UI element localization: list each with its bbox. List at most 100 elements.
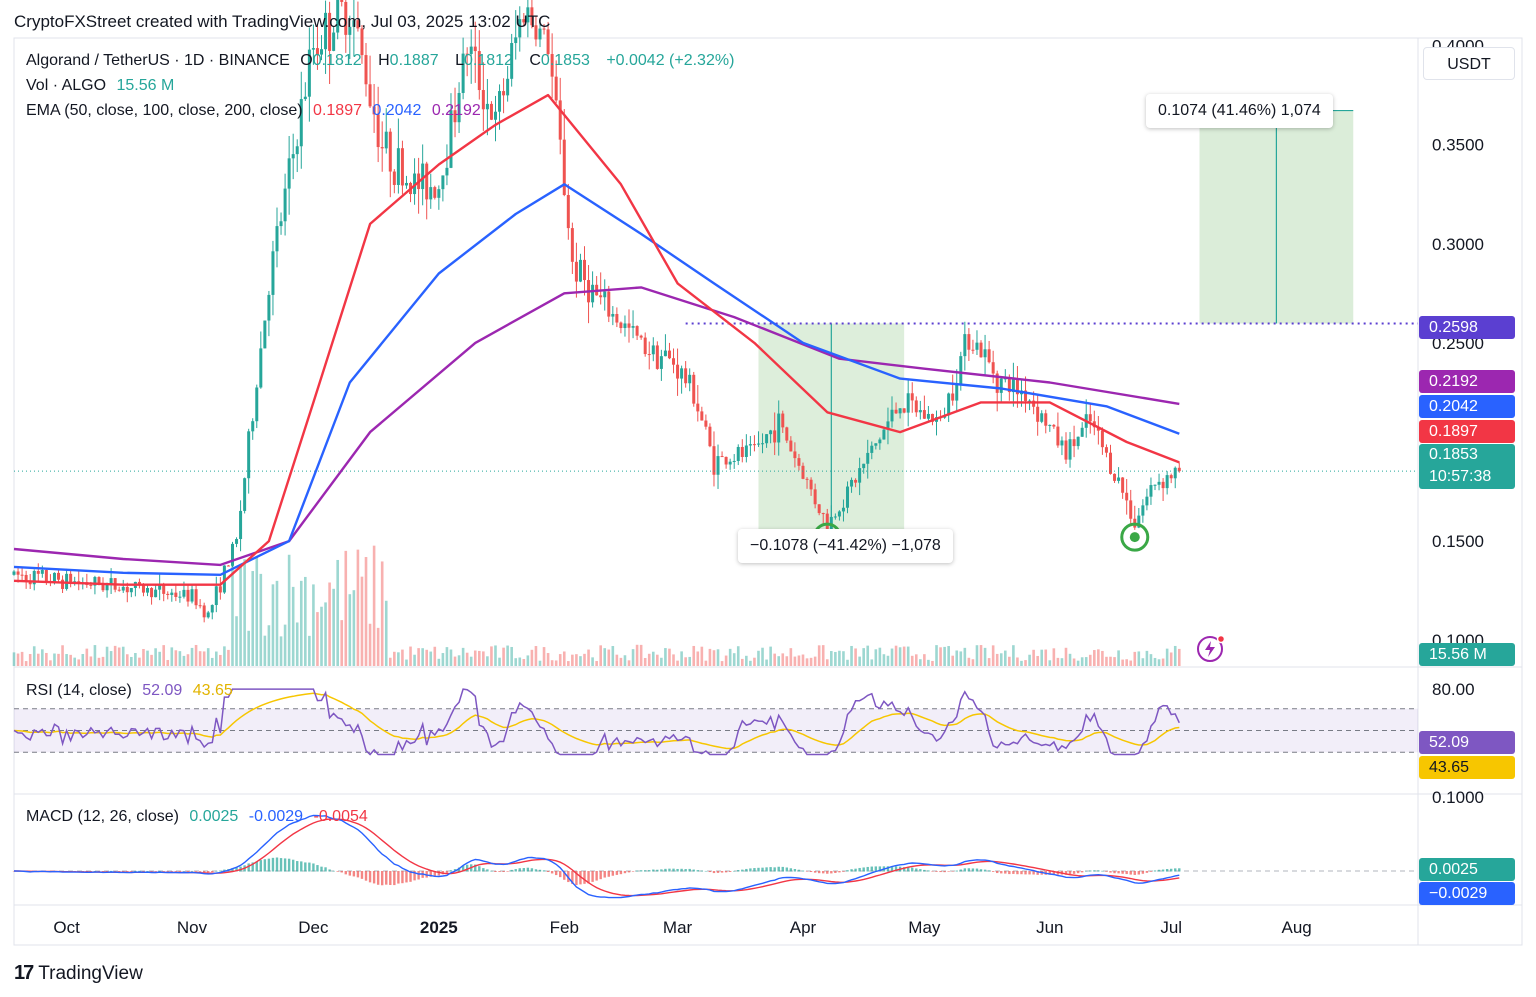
volume-bar — [142, 648, 145, 666]
candle-body — [356, 20, 360, 29]
volume-bar — [105, 646, 109, 666]
volume-bar — [1173, 645, 1177, 666]
macd-histogram-bar — [785, 867, 789, 872]
candle-body — [655, 345, 659, 369]
macd-histogram-bar — [591, 871, 594, 882]
volume-bar — [380, 561, 384, 666]
candle-body — [271, 251, 275, 295]
volume-bar — [757, 650, 760, 666]
candle-body — [453, 110, 457, 123]
candle-body — [854, 479, 858, 483]
volume-bar — [223, 646, 226, 666]
candle-body — [991, 362, 995, 374]
macd-histogram-bar — [975, 868, 979, 872]
measure-up-label[interactable]: 0.1074 (41.46%) 1,074 — [1146, 94, 1333, 128]
candle-body — [627, 323, 631, 328]
candle-body — [1032, 400, 1036, 407]
macd-histogram-bar — [247, 863, 250, 872]
volume-bar — [61, 645, 64, 666]
macd-histogram-bar — [599, 871, 602, 880]
macd-legend[interactable]: MACD (12, 26, close) 0.0025 -0.0029 -0.0… — [26, 808, 368, 826]
volume-bar — [1149, 654, 1153, 666]
volume-bar — [890, 648, 894, 666]
macd-histogram-bar — [979, 869, 983, 872]
candle-body — [1153, 484, 1157, 486]
measure-down-label[interactable]: −0.1078 (−41.42%) −1,078 — [738, 529, 953, 563]
volume-bar — [130, 656, 133, 666]
volume-bar — [914, 654, 918, 666]
volume-bar — [591, 657, 594, 666]
volume-bar — [716, 649, 720, 666]
candle-body — [283, 188, 287, 222]
macd-histogram-bar — [991, 871, 995, 872]
macd-histogram-bar — [267, 858, 271, 872]
candle-body — [93, 577, 97, 586]
volume-bar — [1105, 656, 1108, 666]
ema200-value: 0.2192 — [431, 102, 481, 119]
macd-histogram-bar — [393, 871, 396, 886]
candle-body — [902, 408, 906, 413]
volume-bar — [417, 648, 420, 666]
volume-bar — [1169, 652, 1173, 666]
ema50-line — [13, 93, 1180, 586]
rsi-legend[interactable]: RSI (14, close) 52.09 43.65 — [26, 682, 233, 700]
candle-body — [376, 114, 380, 148]
time-tick-label: Feb — [550, 918, 579, 937]
volume-bar — [77, 659, 81, 666]
macd-histogram-bar — [101, 871, 105, 872]
candle-body — [558, 100, 562, 140]
candle-body — [1060, 440, 1064, 446]
volume-legend[interactable]: Vol · ALGO 15.56 M — [26, 77, 180, 95]
candle-body — [603, 291, 607, 298]
macd-histogram-bar — [652, 869, 655, 872]
volume-bar — [28, 654, 32, 666]
candle-body — [801, 465, 805, 479]
volume-bar — [320, 606, 323, 666]
candle-body — [756, 443, 760, 445]
volume-bar — [704, 660, 708, 666]
currency-selector[interactable]: USDT — [1423, 47, 1515, 80]
rsi-value: 52.09 — [142, 682, 183, 699]
macd-histogram-bar — [631, 871, 635, 872]
candle-body — [781, 413, 785, 428]
candle-body — [825, 513, 829, 530]
time-tick-label: Aug — [1281, 918, 1311, 937]
symbol-legend[interactable]: Algorand / TetherUS · 1D · BINANCE O0.18… — [26, 52, 740, 70]
volume-bar — [291, 586, 295, 666]
volume-bar — [1024, 660, 1027, 666]
volume-bar — [765, 659, 768, 666]
macd-histogram-bar — [826, 871, 829, 874]
volume-bar — [473, 650, 477, 666]
bolt-icon[interactable] — [1196, 633, 1226, 663]
macd-histogram-bar — [559, 871, 562, 878]
volume-bar — [805, 658, 809, 666]
candle-body — [829, 516, 833, 530]
candle-body — [1068, 439, 1072, 460]
candle-body — [631, 326, 635, 328]
candle-body — [773, 430, 777, 443]
macd-histogram-bar — [1153, 870, 1157, 872]
candle-body — [619, 322, 623, 329]
candle-body — [514, 37, 518, 44]
candle-body — [805, 478, 809, 480]
macd-histogram-bar — [1101, 870, 1104, 872]
volume-bar — [1052, 648, 1056, 666]
candle-body — [724, 456, 728, 465]
macd-histogram-bar — [380, 871, 384, 886]
ema-legend[interactable]: EMA (50, close, 100, close, 200, close) … — [26, 102, 487, 120]
macd-histogram-bar — [1169, 868, 1173, 872]
volume-bar — [490, 646, 493, 666]
volume-bar — [862, 648, 865, 666]
candle-body — [712, 446, 716, 475]
tradingview-brand[interactable]: 17 TradingView — [14, 962, 143, 985]
macd-histogram-bar — [235, 867, 238, 872]
macd-histogram-bar — [878, 866, 882, 872]
macd-histogram-bar — [866, 866, 869, 872]
candle-body — [1044, 413, 1048, 426]
volume-bar — [146, 650, 149, 666]
candle-body — [1052, 424, 1056, 427]
ohlc-low: L0.1812 — [455, 52, 513, 69]
volume-bar — [878, 647, 882, 666]
